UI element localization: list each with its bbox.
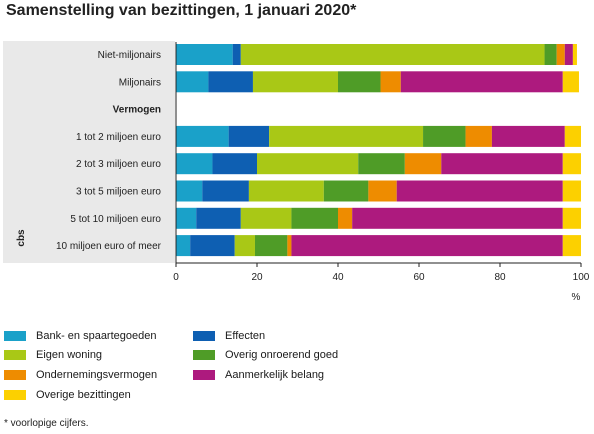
bar-segment-overig-onroerend-goed bbox=[254, 235, 288, 257]
bar-segment-overige-bezittingen bbox=[572, 44, 577, 65]
bar-segment-effecten bbox=[196, 207, 241, 229]
bar-segment-bank-en-spaartegoeden bbox=[176, 44, 233, 65]
bar-segment-bank-en-spaartegoeden bbox=[176, 180, 203, 202]
bar-segment-bank-en-spaartegoeden bbox=[176, 207, 197, 229]
category-label: 1 tot 2 miljoen euro bbox=[76, 132, 161, 143]
legend-label: Aanmerkelijk belang bbox=[225, 369, 325, 381]
x-tick-label: 100 bbox=[573, 272, 590, 283]
x-axis: 0 20 40 60 80 100% bbox=[173, 42, 590, 303]
legend-swatch bbox=[193, 331, 215, 341]
bar-segment-effecten bbox=[232, 44, 241, 65]
bar-segment-overige-bezittingen bbox=[562, 71, 579, 93]
x-tick-label: 80 bbox=[494, 272, 506, 283]
category-labels: Niet-miljonairs Miljonairs Vermogen 1 tot 2… bbox=[56, 50, 162, 252]
bar-segment-effecten bbox=[202, 180, 249, 202]
bar-segment-bank-en-spaartegoeden bbox=[176, 153, 213, 175]
bar-segment-eigen-woning bbox=[234, 235, 255, 257]
bar-segment-overige-bezittingen bbox=[562, 207, 581, 229]
legend-label: Effecten bbox=[225, 330, 266, 342]
label-panel bbox=[3, 41, 175, 263]
bar-segment-ondernemingsvermogen bbox=[465, 125, 492, 147]
category-label: Miljonairs bbox=[119, 77, 161, 88]
legend-swatch bbox=[4, 390, 26, 400]
legend-item-aanmerkelijk-belang: Aanmerkelijk belang bbox=[193, 369, 324, 381]
legend-swatch bbox=[4, 331, 26, 341]
legend-label: Bank- en spaartegoeden bbox=[36, 330, 157, 342]
x-tick-label: 40 bbox=[332, 272, 344, 283]
legend-label: Ondernemingsvermogen bbox=[36, 369, 158, 381]
legend-item-overige-bezittingen: Overige bezittingen bbox=[4, 389, 131, 401]
bar-segment-ondernemingsvermogen bbox=[338, 207, 353, 229]
legend: Bank- en spaartegoeden Effecten Eigen woni… bbox=[0, 330, 594, 410]
bar-segment-effecten bbox=[208, 71, 253, 93]
legend-item-effecten: Effecten bbox=[193, 330, 265, 342]
legend-label: Overige bezittingen bbox=[36, 389, 131, 401]
bar-segment-overige-bezittingen bbox=[562, 235, 581, 257]
bar-segment-aanmerkelijk-belang bbox=[400, 71, 563, 93]
legend-item-bank-en-spaartegoeden: Bank- en spaartegoeden bbox=[4, 330, 156, 342]
bar-segment-bank-en-spaartegoeden bbox=[176, 71, 209, 93]
chart-title: Samenstelling van bezittingen, 1 januari… bbox=[6, 2, 357, 19]
x-tick-label: 20 bbox=[251, 272, 263, 283]
category-label: 10 miljoen euro of meer bbox=[56, 241, 162, 252]
category-label: 5 tot 10 miljoen euro bbox=[70, 214, 161, 225]
bar-segment-ondernemingsvermogen bbox=[368, 180, 397, 202]
legend-swatch bbox=[4, 350, 26, 360]
group-header-label: Vermogen bbox=[113, 105, 161, 116]
bar-segment-overig-onroerend-goed bbox=[358, 153, 405, 175]
bar-segment-overig-onroerend-goed bbox=[291, 207, 338, 229]
bar-segment-overig-onroerend-goed bbox=[423, 125, 466, 147]
bar-segment-aanmerkelijk-belang bbox=[441, 153, 563, 175]
legend-swatch bbox=[193, 370, 215, 380]
legend-label: Overig onroerend goed bbox=[225, 349, 339, 361]
bar-segment-overige-bezittingen bbox=[562, 180, 581, 202]
legend-label: Eigen woning bbox=[36, 349, 103, 361]
legend-swatch bbox=[193, 350, 215, 360]
bar-segment-aanmerkelijk-belang bbox=[396, 180, 563, 202]
bar-segment-eigen-woning bbox=[240, 207, 292, 229]
x-axis-unit: % bbox=[572, 292, 581, 303]
legend-item-ondernemingsvermogen: Ondernemingsvermogen bbox=[4, 369, 157, 381]
chart: cbs Niet-miljonairs Miljonairs Vermogen 1 t… bbox=[3, 41, 590, 303]
bar-segment-effecten bbox=[190, 235, 235, 257]
category-label: 3 tot 5 miljoen euro bbox=[76, 187, 161, 198]
bar-segment-overig-onroerend-goed bbox=[544, 44, 557, 65]
bar-segment-eigen-woning bbox=[240, 44, 545, 65]
footnote: * voorlopige cijfers. bbox=[4, 418, 89, 429]
bar-segment-bank-en-spaartegoeden bbox=[176, 235, 191, 257]
bar-segment-effecten bbox=[212, 153, 257, 175]
bar-segment-aanmerkelijk-belang bbox=[564, 44, 573, 65]
bar-segment-ondernemingsvermogen bbox=[287, 235, 292, 257]
bar-segment-overige-bezittingen bbox=[564, 125, 581, 147]
x-tick-label: 0 bbox=[173, 272, 179, 283]
bar-segment-overig-onroerend-goed bbox=[338, 71, 381, 93]
bars bbox=[176, 44, 581, 257]
legend-item-overig-onroerend-goed: Overig onroerend goed bbox=[193, 349, 338, 361]
bar-segment-aanmerkelijk-belang bbox=[291, 235, 563, 257]
bar-segment-aanmerkelijk-belang bbox=[491, 125, 565, 147]
x-tick-label: 60 bbox=[413, 272, 425, 283]
bar-segment-aanmerkelijk-belang bbox=[352, 207, 563, 229]
bar-segment-overige-bezittingen bbox=[562, 153, 581, 175]
legend-item-eigen-woning: Eigen woning bbox=[4, 349, 102, 361]
bar-segment-bank-en-spaartegoeden bbox=[176, 125, 229, 147]
bar-segment-eigen-woning bbox=[248, 180, 324, 202]
category-label: Niet-miljonairs bbox=[98, 50, 161, 61]
legend-swatch bbox=[4, 370, 26, 380]
bar-segment-ondernemingsvermogen bbox=[380, 71, 401, 93]
cbs-logo-text: cbs bbox=[16, 229, 27, 247]
bar-segment-eigen-woning bbox=[257, 153, 359, 175]
cbs-logo-icon: cbs bbox=[16, 229, 27, 247]
bar-segment-overig-onroerend-goed bbox=[323, 180, 369, 202]
bar-segment-ondernemingsvermogen bbox=[404, 153, 442, 175]
bar-segment-effecten bbox=[228, 125, 270, 147]
bar-segment-ondernemingsvermogen bbox=[556, 44, 565, 65]
bar-segment-eigen-woning bbox=[269, 125, 424, 147]
category-label: 2 tot 3 miljoen euro bbox=[76, 159, 161, 170]
bar-segment-eigen-woning bbox=[252, 71, 338, 93]
